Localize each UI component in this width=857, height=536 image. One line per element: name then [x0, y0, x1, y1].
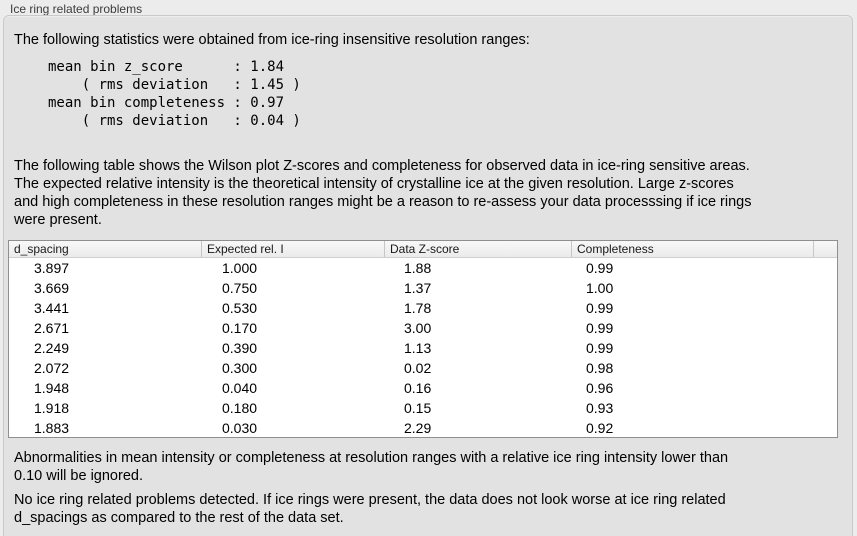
panel-title: Ice ring related problems — [10, 2, 143, 16]
column-header-expected-rel-i[interactable]: Expected rel. I — [201, 241, 384, 257]
table-cell-filler — [813, 358, 837, 378]
table-cell-filler — [813, 318, 837, 338]
table-cell: 0.92 — [586, 420, 614, 436]
ignore-threshold-note: Abnormalities in mean intensity or compl… — [14, 450, 729, 484]
table-cell: 3.00 — [404, 320, 432, 336]
stats-block: mean bin z_score : 1.84 ( rms deviation … — [48, 59, 301, 129]
table-cell: 3.441 — [34, 300, 70, 316]
table-cell-filler — [813, 338, 837, 358]
conclusion-note: No ice ring related problems detected. I… — [14, 492, 726, 526]
table-cell: 1.883 — [34, 420, 70, 436]
table-cell: 0.15 — [404, 400, 432, 416]
column-header-completeness[interactable]: Completeness — [571, 241, 813, 257]
table-cell: 2.671 — [34, 320, 70, 336]
table-cell: 1.13 — [404, 340, 432, 356]
table-cell: 2.249 — [34, 340, 70, 356]
table-cell: 0.030 — [222, 420, 258, 436]
table-cell: 1.000 — [222, 260, 258, 276]
table-cell-filler — [813, 258, 837, 278]
table-cell: 0.040 — [222, 380, 258, 396]
table-cell: 0.99 — [586, 320, 614, 336]
table-cell: 1.918 — [34, 400, 70, 416]
table-row[interactable]: 2.249 0.390 1.13 0.99 — [9, 338, 837, 358]
table-cell: 1.78 — [404, 300, 432, 316]
column-header-filler — [813, 241, 837, 257]
intro-text: The following statistics were obtained f… — [14, 32, 530, 48]
table-cell: 1.948 — [34, 380, 70, 396]
description-text: The following table shows the Wilson plo… — [14, 158, 752, 228]
table-row[interactable]: 1.918 0.180 0.15 0.93 — [9, 398, 837, 418]
table-cell: 0.170 — [222, 320, 258, 336]
table-cell-filler — [813, 298, 837, 318]
table-cell: 3.669 — [34, 280, 70, 296]
table-row[interactable]: 2.072 0.300 0.02 0.98 — [9, 358, 837, 378]
table-cell: 0.750 — [222, 280, 258, 296]
table-cell: 1.88 — [404, 260, 432, 276]
table-cell: 0.180 — [222, 400, 258, 416]
table-cell: 0.99 — [586, 260, 614, 276]
table-cell: 3.897 — [34, 260, 70, 276]
table-row[interactable]: 1.948 0.040 0.16 0.96 — [9, 378, 837, 398]
table-cell: 0.300 — [222, 360, 258, 376]
table-cell: 2.072 — [34, 360, 70, 376]
table-cell: 1.00 — [586, 280, 614, 296]
table-cell: 0.16 — [404, 380, 432, 396]
table-row[interactable]: 2.671 0.170 3.00 0.99 — [9, 318, 837, 338]
table-row[interactable]: 3.897 1.000 1.88 0.99 — [9, 258, 837, 278]
table-cell-filler — [813, 378, 837, 398]
table-cell: 0.390 — [222, 340, 258, 356]
table-cell: 0.93 — [586, 400, 614, 416]
table-row[interactable]: 1.883 0.030 2.29 0.92 — [9, 418, 837, 437]
table-header-row: d_spacing Expected rel. I Data Z-score Comp… — [9, 241, 837, 258]
table-row[interactable]: 3.441 0.530 1.78 0.99 — [9, 298, 837, 318]
table-cell: 0.99 — [586, 300, 614, 316]
column-header-data-z-score[interactable]: Data Z-score — [384, 241, 571, 257]
column-header-d-spacing[interactable]: d_spacing — [14, 242, 69, 256]
table-cell: 0.530 — [222, 300, 258, 316]
table-row[interactable]: 3.669 0.750 1.37 1.00 — [9, 278, 837, 298]
table-cell: 1.37 — [404, 280, 432, 296]
table-cell: 0.02 — [404, 360, 432, 376]
table-cell-filler — [813, 278, 837, 298]
table-cell: 2.29 — [404, 420, 432, 436]
table-cell-filler — [813, 418, 837, 437]
ice-ring-table: d_spacing Expected rel. I Data Z-score Comp… — [8, 240, 838, 438]
table-cell: 0.96 — [586, 380, 614, 396]
table-body: 3.897 1.000 1.88 0.99 3.669 0.750 1.37 1.00 3.44… — [9, 258, 837, 437]
table-cell: 0.98 — [586, 360, 614, 376]
table-cell-filler — [813, 398, 837, 418]
table-cell: 0.99 — [586, 340, 614, 356]
